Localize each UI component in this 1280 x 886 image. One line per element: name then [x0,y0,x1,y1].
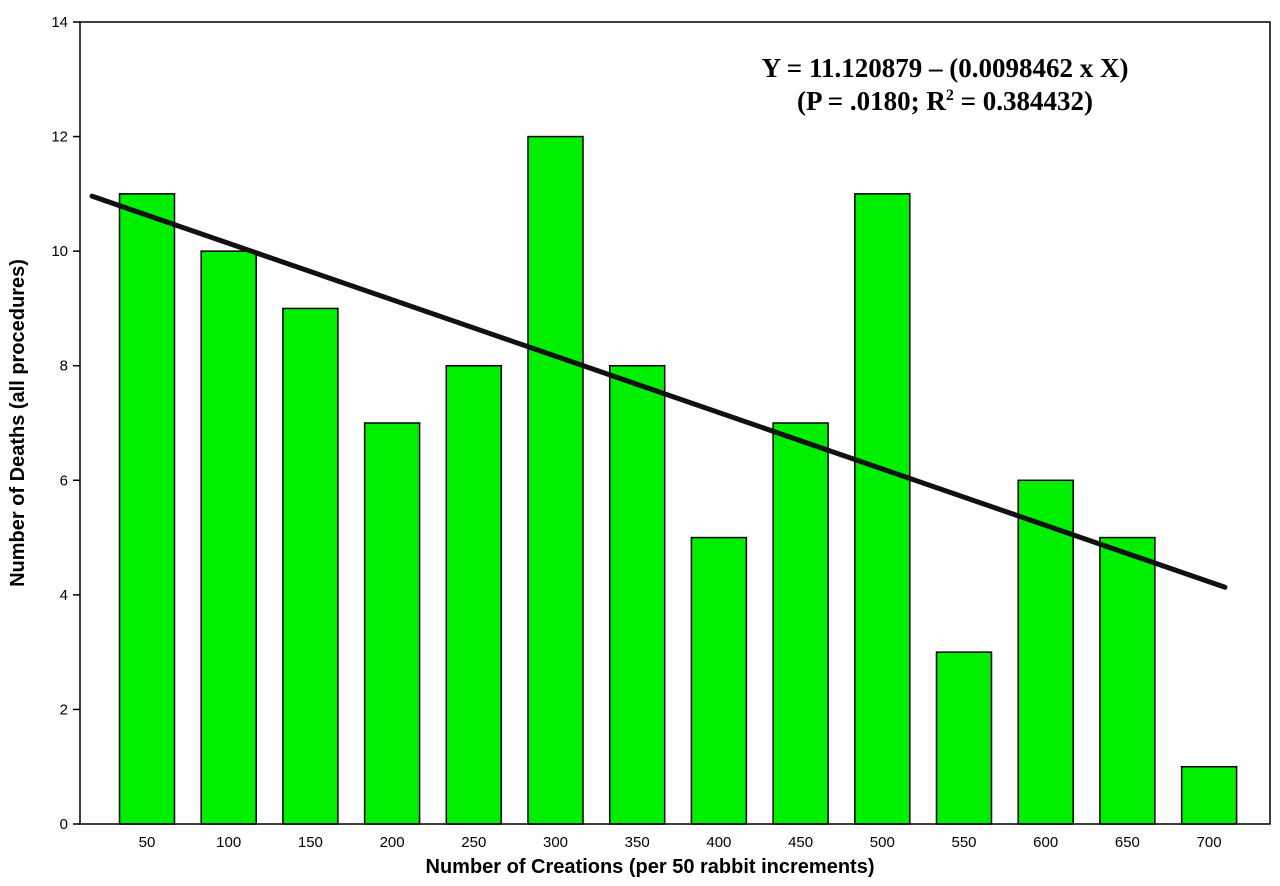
x-tick-label-350: 350 [625,834,650,851]
x-tick-label-650: 650 [1115,834,1140,851]
y-tick-label-2: 2 [60,701,68,718]
x-tick-label-300: 300 [543,834,568,851]
plot-frame [79,21,1271,825]
x-tick-label-250: 250 [461,834,486,851]
x-tick-label-550: 550 [951,834,976,851]
trendline [89,193,1228,590]
regression-stats-suffix: = 0.384432) [954,86,1093,116]
bar-150 [282,307,339,825]
regression-stats-prefix: (P = .0180; R [797,86,946,116]
labels-layer: 0 2 4 6 8 10 12 14 50 100 150 200 250 300 350 400 450 500… [51,14,1221,851]
bar-400 [690,536,748,825]
y-tick-label-14: 14 [51,14,68,31]
y-axis-title: Number of Deaths (all procedures) [7,259,29,587]
regression-equation: Y = 11.120879 – (0.0098462 x X) [762,53,1129,83]
bar-50 [118,193,176,825]
x-tick-label-150: 150 [298,834,323,851]
y-tick-label-8: 8 [60,358,68,375]
x-tick-label-450: 450 [788,834,813,851]
bar-250 [445,364,503,825]
y-tick-label-12: 12 [51,129,68,146]
bar-600 [1017,479,1074,825]
regression-stats-superscript: 2 [946,87,954,104]
x-tick-label-50: 50 [139,834,156,851]
bar-650 [1099,536,1156,825]
x-axis-title: Number of Creations (per 50 rabbit incre… [426,856,875,878]
trend-layer [89,193,1228,590]
bar-100 [200,250,257,825]
x-tick-label-700: 700 [1197,834,1222,851]
bars-layer [118,135,1238,825]
x-tick-label-600: 600 [1033,834,1058,851]
bar-450 [772,422,829,825]
bar-300 [527,135,584,825]
x-tick-label-500: 500 [870,834,895,851]
axes-layer [73,21,1271,825]
bar-350 [608,364,666,825]
bar-700 [1180,765,1238,825]
x-tick-label-400: 400 [706,834,731,851]
x-tick-label-200: 200 [380,834,405,851]
y-tick-label-4: 4 [60,587,68,604]
bar-500 [854,193,911,825]
bar-200 [363,422,421,825]
regression-stats: (P = .0180; R2 = 0.384432) [797,86,1093,116]
y-tick-label-0: 0 [60,816,68,833]
bar-550 [935,651,993,825]
x-tick-label-100: 100 [216,834,241,851]
y-tick-label-10: 10 [51,243,68,260]
y-tick-label-6: 6 [60,472,68,489]
